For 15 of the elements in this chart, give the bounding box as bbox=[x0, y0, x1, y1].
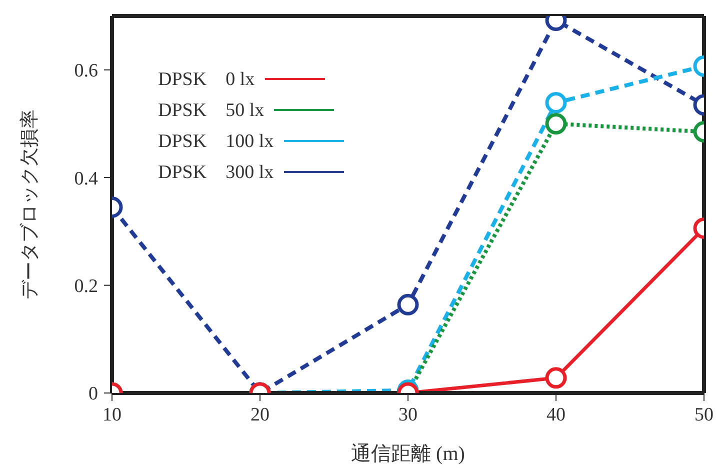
legend-label: DPSK 50 lx bbox=[158, 98, 264, 122]
y-tick-label: 0 bbox=[88, 384, 98, 405]
x-axis-title: 通信距離 (m) bbox=[351, 443, 465, 465]
legend-label: DPSK 100 lx bbox=[158, 130, 274, 154]
x-tick-label: 50 bbox=[694, 404, 714, 426]
legend-label: DPSK 0 lx bbox=[158, 68, 255, 92]
y-tick-label: 0.4 bbox=[74, 168, 98, 190]
x-tick-label: 20 bbox=[250, 404, 270, 426]
x-tick-label: 30 bbox=[398, 404, 418, 426]
y-axis-title: データブロック欠損率 bbox=[18, 110, 40, 300]
legend-label: DPSK 300 lx bbox=[158, 160, 274, 184]
x-tick-label: 40 bbox=[546, 404, 566, 426]
x-tick-label: 10 bbox=[102, 404, 122, 426]
y-tick-label: 0.2 bbox=[74, 276, 98, 298]
y-tick-label: 0.6 bbox=[74, 60, 98, 82]
